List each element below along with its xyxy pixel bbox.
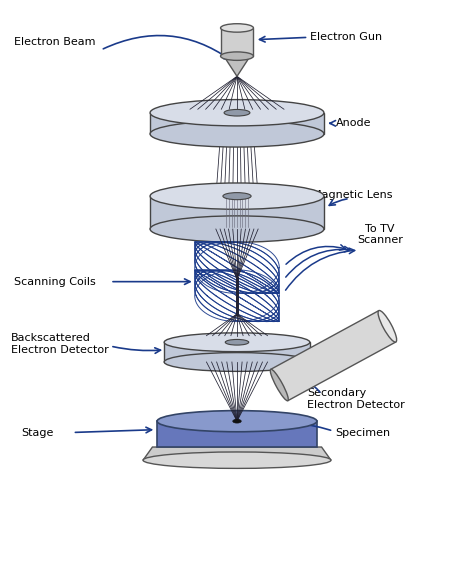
Ellipse shape: [225, 340, 249, 345]
Polygon shape: [157, 421, 317, 447]
Ellipse shape: [220, 52, 254, 60]
Ellipse shape: [157, 411, 317, 432]
Text: Electron Beam: Electron Beam: [14, 37, 95, 47]
Polygon shape: [271, 311, 396, 400]
Ellipse shape: [270, 369, 288, 401]
Ellipse shape: [150, 121, 324, 147]
Text: Anode: Anode: [336, 118, 371, 128]
Ellipse shape: [223, 193, 251, 200]
Text: Secondary
Electron Detector: Secondary Electron Detector: [308, 388, 405, 410]
Ellipse shape: [164, 353, 310, 371]
Ellipse shape: [150, 183, 324, 209]
Polygon shape: [143, 447, 331, 460]
Text: Electron Gun: Electron Gun: [310, 32, 382, 43]
Text: Backscattered
Electron Detector: Backscattered Electron Detector: [10, 333, 108, 356]
Text: Specimen: Specimen: [336, 428, 391, 438]
Ellipse shape: [150, 216, 324, 242]
Ellipse shape: [150, 99, 324, 126]
Ellipse shape: [143, 452, 331, 469]
Text: Scanning Coils: Scanning Coils: [14, 277, 96, 287]
Ellipse shape: [164, 333, 310, 352]
Polygon shape: [220, 28, 254, 56]
Text: Magnetic Lens: Magnetic Lens: [312, 190, 392, 200]
Polygon shape: [224, 56, 250, 76]
Polygon shape: [164, 343, 310, 362]
Ellipse shape: [378, 311, 397, 342]
Text: To TV
Scanner: To TV Scanner: [357, 224, 403, 245]
Ellipse shape: [220, 24, 254, 32]
Polygon shape: [150, 112, 324, 134]
Ellipse shape: [224, 110, 250, 116]
Ellipse shape: [233, 419, 241, 423]
Text: Stage: Stage: [21, 428, 53, 438]
Polygon shape: [150, 196, 324, 229]
